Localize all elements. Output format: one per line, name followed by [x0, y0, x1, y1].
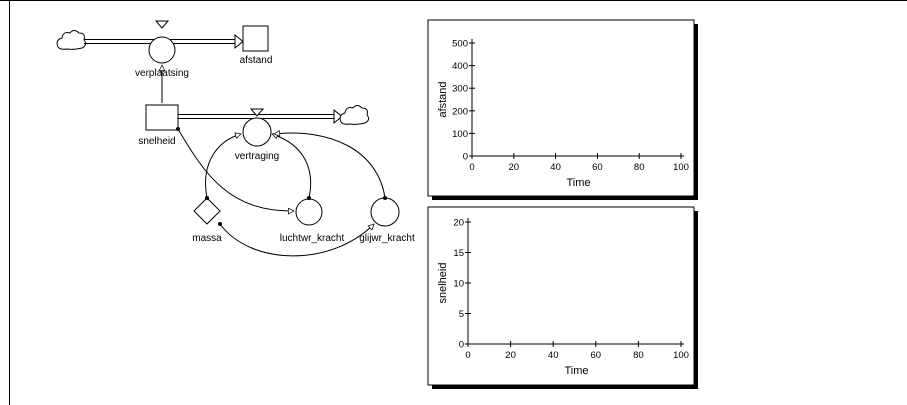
constant-label-massa: massa [192, 233, 222, 244]
graph-panel-afstand[interactable]: 0 100 200 300 400 500 0 20 40 60 80 100 Time afstand [427, 19, 698, 200]
flow-node-vertraging[interactable] [242, 117, 272, 147]
y-tick-label: 100 [452, 129, 468, 140]
stock-label-snelheid: snelheid [138, 136, 175, 147]
sink-cloud-icon[interactable] [339, 105, 370, 125]
valve-icon[interactable] [249, 108, 265, 117]
flow-label-vertraging: vertraging [235, 151, 279, 162]
y-tick-label: 0 [459, 340, 464, 351]
graph-panel-snelheid[interactable]: 0 5 10 15 20 0 20 40 60 80 100 Time snelheid [427, 206, 698, 389]
x-tick-label: 80 [633, 350, 644, 361]
connector-handle [218, 222, 222, 226]
x-tick-label: 0 [469, 162, 474, 173]
y-tick-label: 400 [452, 61, 468, 72]
x-tick-label: 60 [591, 350, 602, 361]
x-tick-label: 40 [548, 350, 559, 361]
stock-afstand[interactable] [242, 25, 269, 52]
y-axis-title: snelheid [437, 263, 449, 304]
connector-handle [307, 196, 311, 200]
connector-massa-glijwr[interactable] [219, 224, 374, 257]
aux-glijwr-kracht[interactable] [370, 197, 400, 227]
x-tick-label: 100 [673, 350, 689, 361]
y-tick-label: 20 [453, 218, 464, 229]
flow-node-verplaatsing[interactable] [148, 36, 176, 64]
y-tick-label: 15 [453, 248, 464, 259]
y-tick-label: 5 [459, 309, 464, 320]
stock-snelheid[interactable] [145, 104, 179, 131]
graph-frame [427, 206, 695, 386]
y-tick-label: 500 [452, 39, 468, 50]
x-tick-label: 40 [550, 162, 561, 173]
x-tick-label: 100 [673, 162, 689, 173]
x-tick-label: 20 [509, 162, 520, 173]
connector-snelheid-luchtwr[interactable] [177, 128, 294, 211]
aux-label-luchtwr-kracht: luchtwr_kracht [280, 233, 345, 244]
connector-luchtwr-vertraging[interactable] [272, 134, 312, 199]
aux-label-glijwr-kracht: glijwr_kracht [359, 233, 415, 244]
aux-luchtwr-kracht[interactable] [295, 198, 323, 226]
y-tick-label: 0 [463, 152, 468, 163]
x-tick-label: 80 [634, 162, 645, 173]
x-tick-label: 20 [505, 350, 516, 361]
x-axis-title: Time [564, 365, 588, 377]
y-tick-label: 300 [452, 84, 468, 95]
connector-handle [205, 196, 209, 200]
source-cloud-icon[interactable] [56, 30, 87, 50]
x-tick-label: 0 [465, 350, 470, 361]
constant-massa[interactable] [193, 197, 221, 225]
y-tick-label: 200 [452, 106, 468, 117]
valve-icon[interactable] [154, 20, 170, 29]
x-tick-label: 60 [592, 162, 603, 173]
y-tick-label: 10 [453, 279, 464, 290]
y-axis-title: afstand [437, 81, 449, 117]
stock-label-afstand: afstand [240, 55, 273, 66]
x-axis-title: Time [566, 177, 590, 189]
connector-handle [383, 196, 387, 200]
connector-massa-vertraging[interactable] [205, 134, 241, 199]
connector-handle [176, 127, 180, 131]
connector-glijwr-vertraging[interactable] [274, 133, 386, 199]
